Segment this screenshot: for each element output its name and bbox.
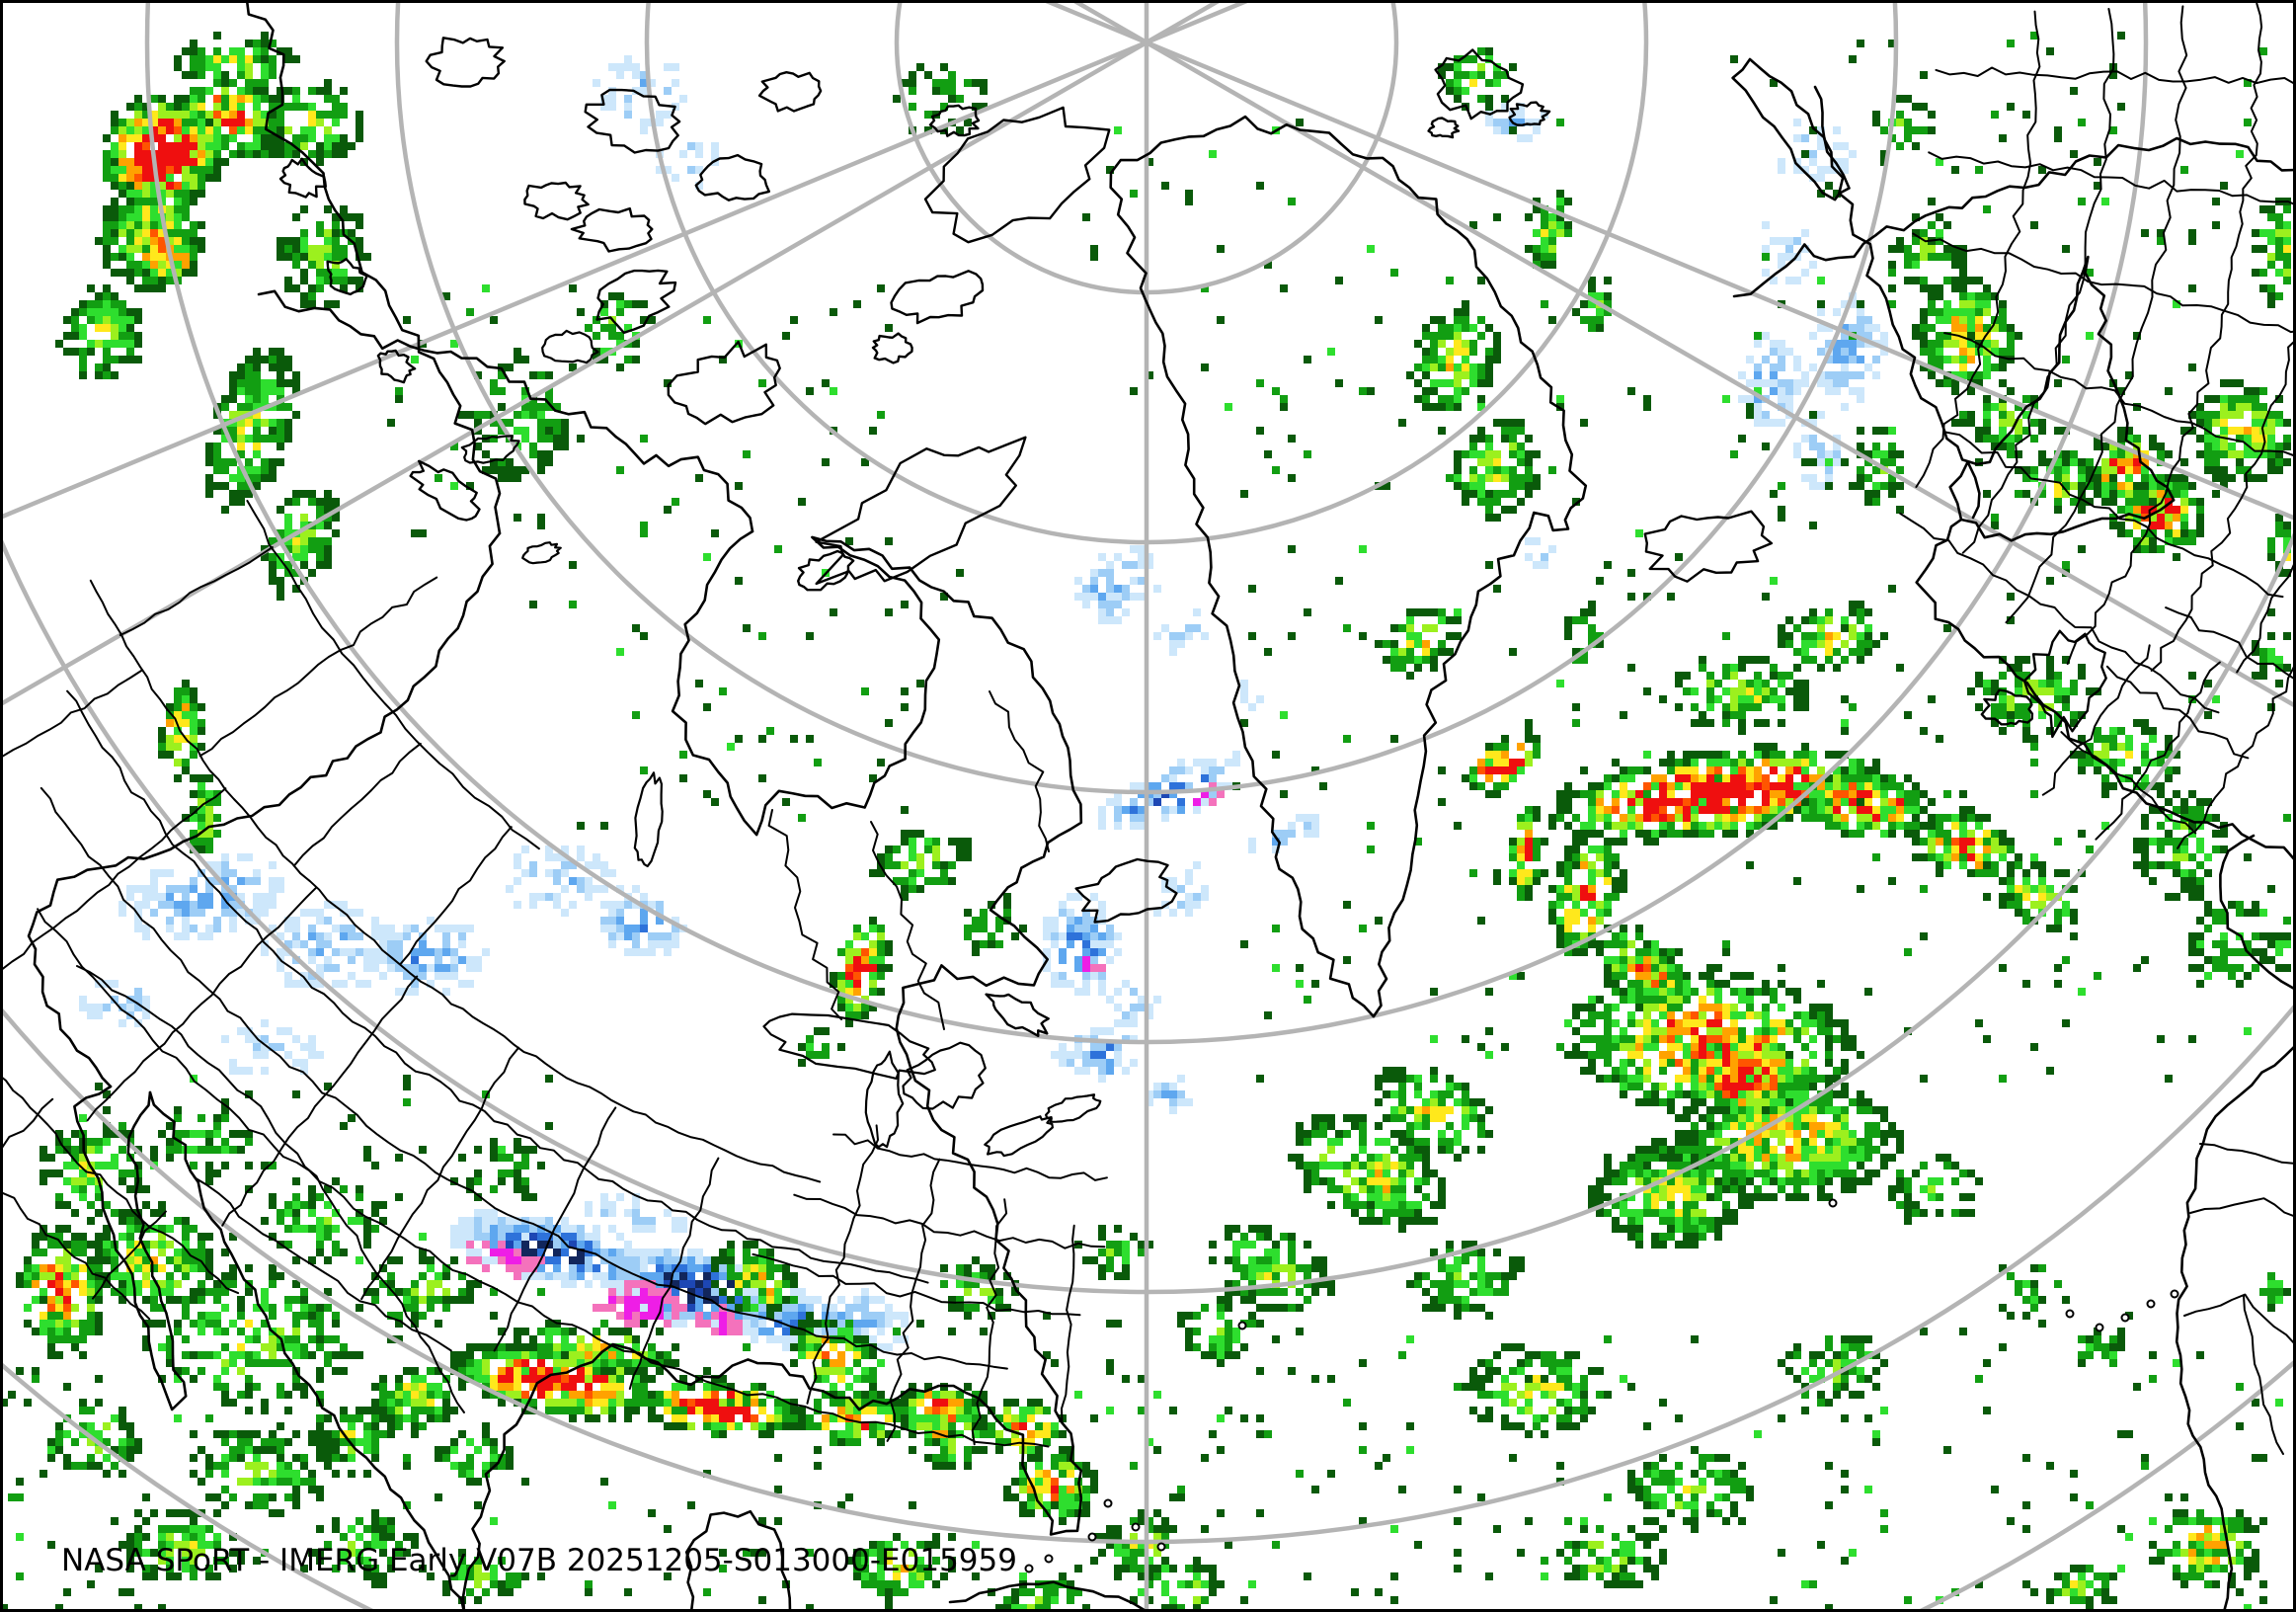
coastlines <box>27 0 2296 1612</box>
admin-borders <box>0 2 2296 1455</box>
precipitation-layer <box>0 32 2291 1612</box>
product-title-label: NASA SPoRT - IMERG Early V07B 20251205-S… <box>61 1543 1017 1578</box>
